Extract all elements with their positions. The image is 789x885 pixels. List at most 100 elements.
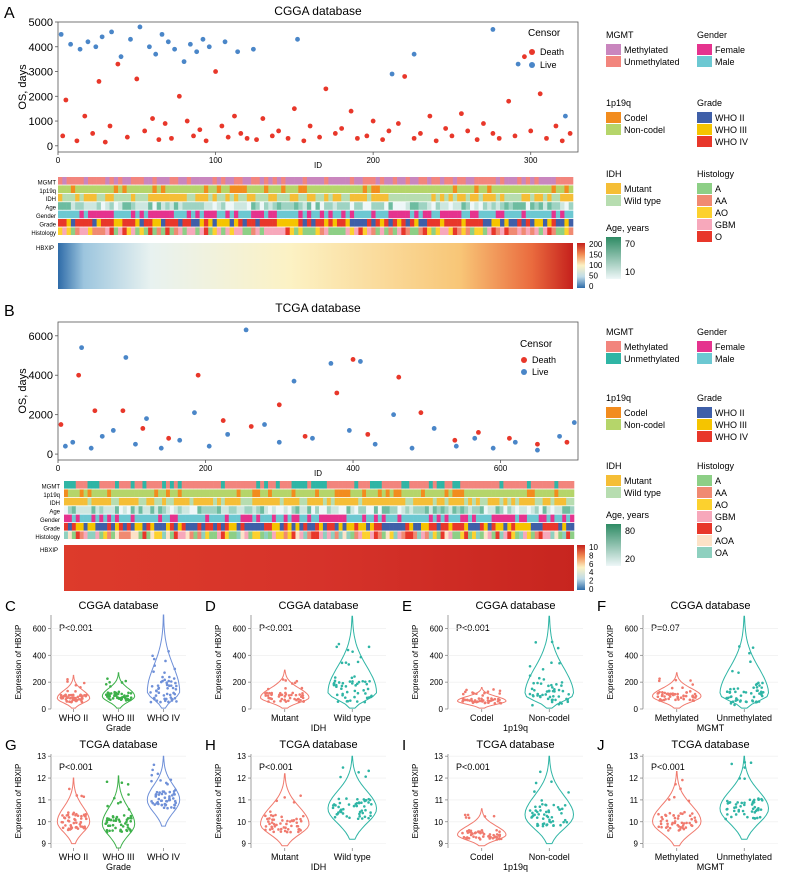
track-cell (169, 481, 175, 489)
track-cell (229, 210, 235, 219)
y-tick-label: 200 (625, 678, 639, 687)
violin-point (171, 797, 175, 800)
violin-point (286, 827, 290, 831)
track-cell (439, 193, 445, 202)
p19q-a-legend-swatch (606, 124, 621, 135)
track-cell (103, 497, 108, 506)
track-cell (393, 531, 398, 539)
track-cell (83, 177, 89, 185)
track-cell (464, 506, 469, 514)
track-cell (319, 185, 325, 193)
track-cell (75, 177, 80, 185)
violin-point (676, 817, 680, 820)
track-cell (401, 481, 406, 489)
track-cell (79, 514, 84, 523)
track-cell (143, 202, 149, 210)
track-cell (487, 202, 492, 210)
violin-point (691, 698, 695, 702)
violin-point (671, 693, 675, 697)
track-cell (422, 210, 428, 219)
hist-b-legend-swatch (697, 547, 712, 558)
track-cell (154, 531, 159, 539)
violin-point (367, 645, 371, 649)
track-cell (138, 489, 143, 497)
violin-point (567, 692, 570, 696)
track-cell (315, 193, 321, 202)
violin-point (170, 699, 174, 702)
violin-point (287, 699, 290, 703)
violin-point (264, 828, 267, 832)
violin-point (105, 780, 109, 784)
track-cell (504, 193, 509, 202)
violin-point (76, 814, 80, 818)
panel-label: D (205, 598, 216, 615)
track-cell (295, 523, 300, 531)
gender-b-legend-swatch (697, 341, 712, 352)
track-cell (479, 514, 485, 523)
violin-point (68, 696, 72, 700)
hbxip-color-scale-b (577, 545, 585, 590)
track-cell (246, 185, 252, 193)
gender-b-legend-title: Gender (697, 327, 727, 337)
violin-point (752, 686, 755, 689)
y-tick-label: 9 (439, 840, 444, 849)
violin-point (534, 809, 538, 812)
point-live (328, 361, 334, 366)
track-cell (311, 531, 316, 539)
violin-point (129, 816, 132, 820)
track-cell (75, 185, 80, 193)
track-cell (444, 202, 449, 210)
track-cell (260, 523, 265, 531)
point-death (506, 98, 512, 104)
track-cell (166, 506, 171, 514)
point-death (564, 439, 570, 445)
track-cell (432, 523, 437, 531)
point-live (70, 439, 76, 445)
track-cell (330, 531, 335, 539)
track-cell (232, 506, 237, 514)
point-death (339, 126, 345, 131)
track-cell (71, 531, 77, 539)
track-cell (91, 531, 96, 539)
track-cell (379, 227, 385, 235)
track-cell (122, 523, 128, 531)
track-cell (542, 177, 548, 185)
track-cell (512, 219, 518, 227)
track-cell (75, 219, 80, 227)
track-cell (99, 514, 104, 523)
track-cell (298, 202, 303, 210)
track-cell (248, 481, 253, 489)
track-cell (256, 523, 261, 531)
track-cell (377, 523, 383, 531)
point-death (323, 86, 329, 92)
violin-point (278, 691, 282, 695)
violin-point (471, 832, 474, 836)
point-death (276, 128, 282, 134)
track-cell (248, 514, 253, 523)
point-live (222, 39, 228, 45)
track-cell (303, 489, 308, 497)
track-cell (268, 481, 273, 489)
track-cell (158, 523, 163, 531)
track-cell (83, 227, 89, 235)
violin-point (751, 646, 755, 649)
track-cell (330, 489, 335, 497)
hist-a-legend-swatch (697, 219, 712, 230)
track-cell (526, 497, 532, 506)
track-cell (379, 185, 385, 193)
track-cell (550, 531, 555, 539)
track-cell (483, 481, 488, 489)
violin-point (557, 688, 561, 692)
track-cell (201, 514, 206, 523)
track-cell (298, 227, 303, 235)
violin-point (268, 822, 271, 826)
track-cell (233, 185, 239, 193)
violin-point (356, 817, 360, 821)
track-cell (285, 185, 291, 193)
track-cell (201, 506, 206, 514)
track-cell (487, 531, 492, 539)
track-cell (228, 489, 233, 497)
violin-point (481, 694, 484, 697)
violin-point (734, 805, 738, 809)
idh-b-legend-title: IDH (606, 461, 622, 471)
